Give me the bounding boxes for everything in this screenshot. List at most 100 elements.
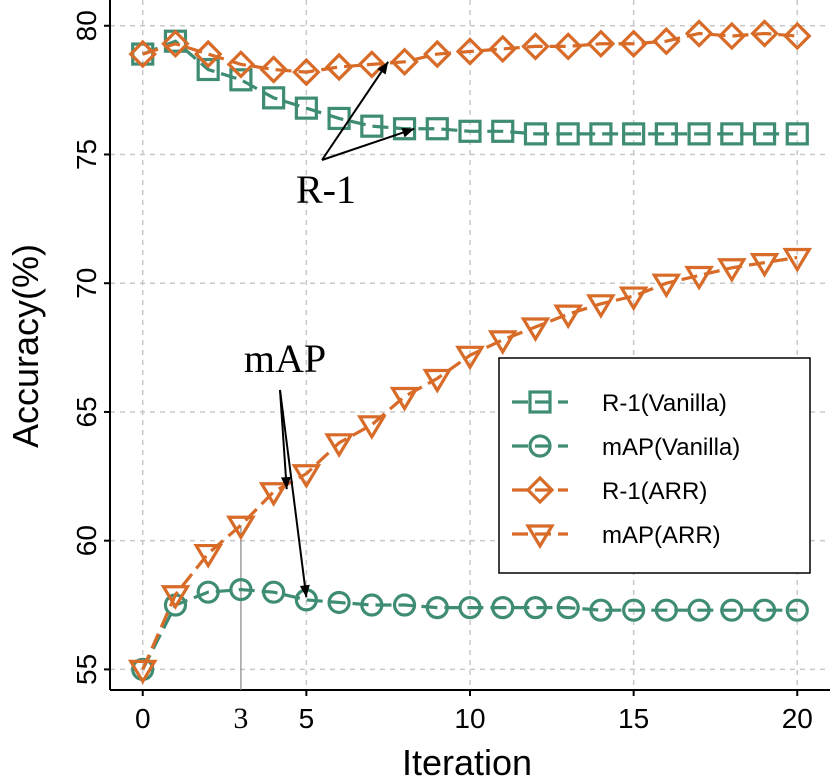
data-point — [422, 368, 453, 394]
data-point — [717, 21, 747, 51]
x-tick-label: 20 — [782, 703, 813, 734]
y-tick-label: 60 — [71, 525, 102, 556]
arrow-head — [377, 61, 389, 75]
data-point — [785, 122, 809, 146]
data-point — [553, 32, 583, 61]
data-point — [589, 122, 613, 146]
data-point — [193, 39, 223, 69]
data-point — [785, 598, 809, 622]
data-point — [523, 596, 548, 620]
data-point — [687, 122, 711, 146]
data-point — [226, 515, 256, 541]
data-point — [720, 122, 744, 146]
data-point — [586, 29, 616, 59]
data-point — [259, 55, 288, 84]
data-point — [652, 26, 681, 56]
data-point — [752, 598, 777, 622]
data-point — [390, 47, 419, 77]
reference-line-label: 3 — [233, 702, 248, 735]
legend-marker — [528, 390, 552, 414]
data-point — [262, 86, 286, 110]
data-point — [294, 96, 318, 120]
series-map-arr — [127, 247, 813, 685]
data-point — [226, 50, 256, 79]
data-point — [423, 39, 452, 69]
annotation-map: mAP — [244, 336, 326, 381]
arrow-head — [401, 127, 415, 138]
data-point — [389, 386, 420, 412]
data-point — [327, 590, 351, 615]
legend-item: mAP(ARR) — [512, 522, 721, 550]
data-point — [750, 19, 779, 48]
data-point — [360, 114, 384, 138]
data-point — [752, 122, 777, 146]
legend-item: R-1(Vanilla) — [512, 390, 727, 417]
data-point — [455, 345, 485, 371]
data-point — [161, 29, 190, 59]
data-point — [619, 29, 648, 59]
data-point — [262, 580, 286, 604]
y-tick-label: 55 — [71, 654, 102, 685]
data-point — [324, 52, 354, 82]
x-axis-title: Iteration — [402, 742, 532, 780]
series-line — [141, 255, 798, 671]
annotation-arrow — [321, 127, 415, 161]
data-point — [556, 596, 580, 620]
y-axis-title: Accuracy(%) — [5, 244, 46, 448]
data-point — [193, 543, 224, 569]
data-point — [292, 57, 321, 87]
data-point — [589, 598, 613, 622]
data-point — [684, 19, 714, 48]
data-point — [556, 122, 580, 146]
data-point — [684, 265, 714, 291]
data-point — [520, 317, 551, 343]
data-point — [523, 122, 548, 146]
data-point — [291, 464, 322, 489]
y-tick-label: 70 — [71, 268, 102, 299]
data-point — [521, 32, 550, 61]
data-point — [128, 39, 157, 69]
data-point — [196, 580, 220, 604]
data-point — [654, 122, 678, 146]
data-point — [622, 122, 646, 146]
data-point — [491, 119, 515, 143]
legend-label: mAP(ARR) — [602, 522, 721, 549]
data-point — [749, 253, 780, 278]
annotation-arrow — [279, 389, 308, 598]
annotation-r-1: R-1 — [296, 167, 356, 212]
y-tick-label: 80 — [71, 10, 102, 41]
data-point — [458, 596, 482, 620]
legend-marker — [528, 434, 552, 458]
tick-labels: 0 5 10 15 20 55 60 65 70 75 80 — [71, 10, 813, 734]
legend-label: R-1(ARR) — [602, 478, 707, 505]
data-point — [392, 593, 417, 617]
data-point — [425, 117, 449, 141]
data-point — [360, 593, 384, 617]
data-point — [229, 577, 253, 602]
arrow-head — [280, 476, 291, 490]
data-point — [622, 598, 646, 622]
x-tick-label: 10 — [454, 703, 485, 734]
data-point — [720, 598, 744, 622]
series-r-1-arr — [128, 19, 812, 87]
data-point — [491, 596, 515, 620]
data-point — [782, 247, 813, 273]
data-point — [425, 596, 449, 620]
x-tick-label: 15 — [618, 703, 649, 734]
legend-label: R-1(Vanilla) — [602, 390, 727, 417]
legend: R-1(Vanilla) mAP(Vanilla) R-1(ARR) mAP(ARR) — [498, 357, 811, 574]
data-point — [258, 482, 289, 507]
data-point — [553, 304, 584, 330]
data-point — [357, 50, 387, 79]
data-point — [196, 57, 220, 82]
legend-item: R-1(ARR) — [512, 475, 707, 505]
legend-marker — [525, 524, 555, 550]
data-point — [160, 585, 191, 610]
data-point — [654, 598, 678, 622]
y-tick-label: 75 — [71, 139, 102, 170]
arrow-head — [299, 584, 310, 598]
data-point — [127, 659, 158, 685]
data-point — [455, 37, 485, 66]
data-point — [458, 119, 482, 143]
